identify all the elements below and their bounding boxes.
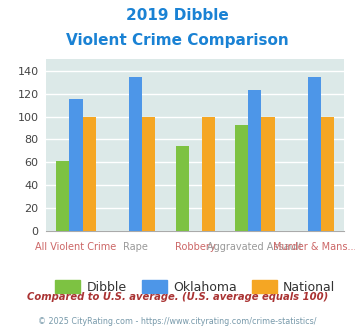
Text: © 2025 CityRating.com - https://www.cityrating.com/crime-statistics/: © 2025 CityRating.com - https://www.city… bbox=[38, 317, 317, 326]
Bar bbox=[202, 116, 215, 231]
Text: Robbery: Robbery bbox=[175, 242, 215, 252]
Bar bbox=[248, 90, 261, 231]
Legend: Dibble, Oklahoma, National: Dibble, Oklahoma, National bbox=[50, 275, 340, 299]
Bar bbox=[70, 99, 82, 231]
Text: Compared to U.S. average. (U.S. average equals 100): Compared to U.S. average. (U.S. average … bbox=[27, 292, 328, 302]
Bar bbox=[56, 161, 70, 231]
Text: Rape: Rape bbox=[123, 242, 148, 252]
Bar bbox=[142, 116, 155, 231]
Text: Violent Crime Comparison: Violent Crime Comparison bbox=[66, 33, 289, 48]
Bar bbox=[308, 77, 321, 231]
Bar bbox=[129, 77, 142, 231]
Text: 2019 Dibble: 2019 Dibble bbox=[126, 8, 229, 23]
Bar bbox=[261, 116, 274, 231]
Text: Aggravated Assault: Aggravated Assault bbox=[207, 242, 303, 252]
Bar bbox=[235, 125, 248, 231]
Bar bbox=[82, 116, 95, 231]
Text: All Violent Crime: All Violent Crime bbox=[36, 242, 116, 252]
Bar bbox=[321, 116, 334, 231]
Bar bbox=[176, 146, 189, 231]
Text: Murder & Mans...: Murder & Mans... bbox=[273, 242, 355, 252]
